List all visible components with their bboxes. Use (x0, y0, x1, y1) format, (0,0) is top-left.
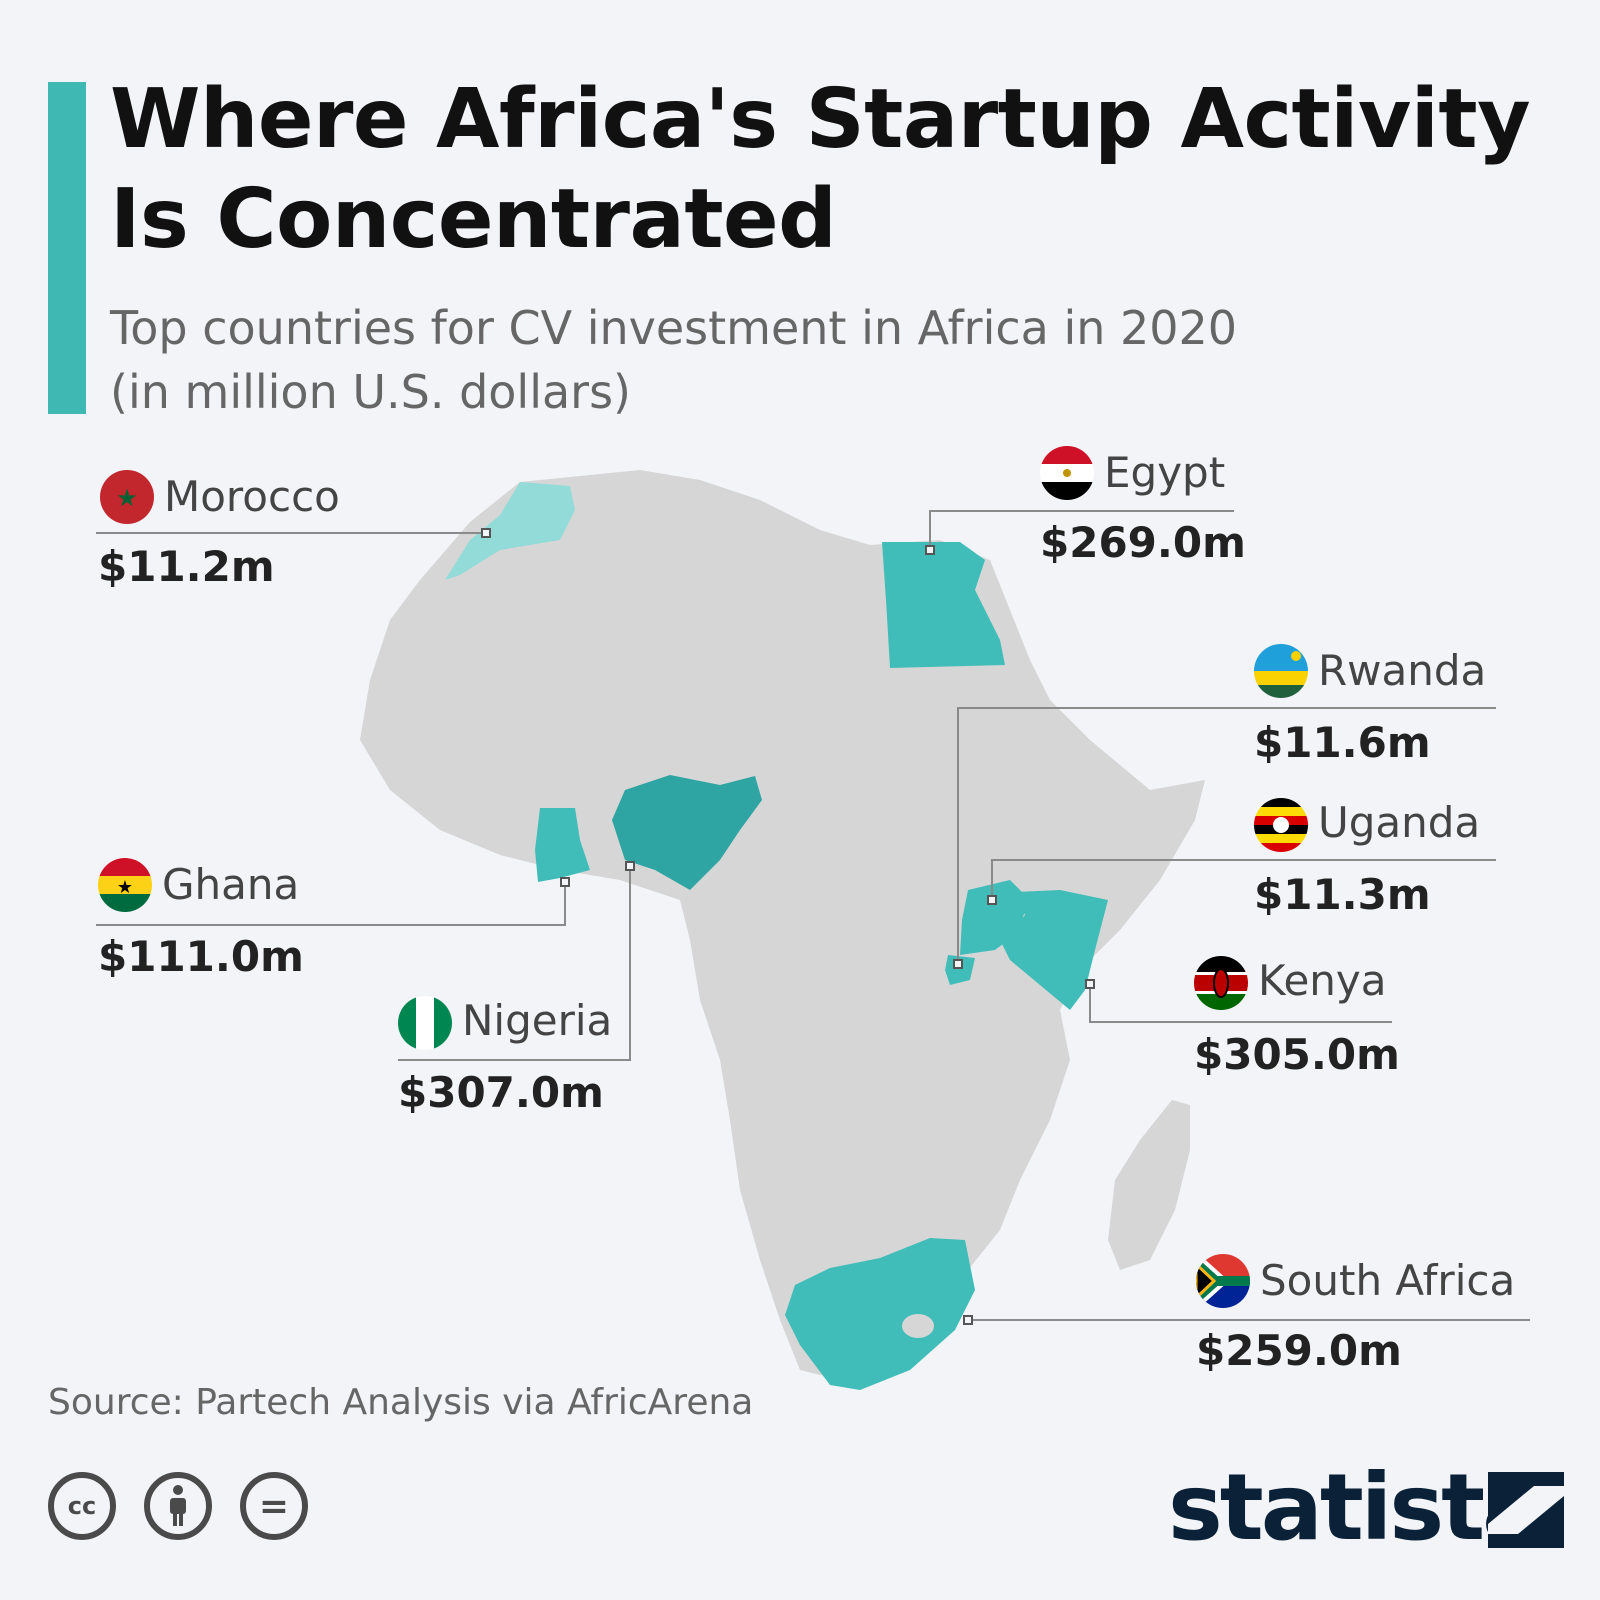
egypt-flag-icon (1040, 446, 1094, 500)
egypt-leader (929, 510, 1234, 550)
statista-logo-text: statista (1168, 1454, 1544, 1561)
morocco-region (445, 482, 575, 580)
subtitle: Top countries for CV investment in Afric… (110, 296, 1510, 424)
accent-bar (48, 82, 86, 414)
nigeria-value: $307.0m (398, 1068, 604, 1117)
ghana-label: Ghana (162, 860, 300, 909)
rwanda-flag-icon (1254, 644, 1308, 698)
nigeria-label: Nigeria (462, 996, 613, 1045)
nigeria-leader (398, 866, 631, 1061)
ghana-region (535, 808, 590, 882)
rwanda-leader (957, 707, 1496, 964)
south-africa-value: $259.0m (1196, 1326, 1402, 1375)
africa-landmass (360, 470, 1205, 1380)
morocco-value: $11.2m (98, 542, 275, 591)
kenya-leader (1089, 984, 1392, 1023)
south-africa-region (785, 1238, 975, 1390)
no-derivatives-icon[interactable]: = (240, 1472, 308, 1540)
uganda-leader (991, 859, 1496, 900)
attribution-icon[interactable] (144, 1472, 212, 1540)
source-note: Source: Partech Analysis via AfricArena (48, 1382, 754, 1423)
kenya-dot (1085, 979, 1095, 989)
ghana-dot (560, 877, 570, 887)
rwanda-value: $11.6m (1254, 718, 1431, 767)
uganda-flag-icon (1254, 798, 1308, 852)
ghana-leader (96, 882, 566, 926)
morocco-dot (481, 528, 491, 538)
south-africa-label: South Africa (1260, 1256, 1516, 1305)
morocco-flag-icon: ★ (100, 470, 154, 524)
uganda-label: Uganda (1318, 798, 1481, 847)
egypt-label: Egypt (1104, 448, 1226, 497)
nigeria-region (612, 775, 762, 890)
kenya-region (1000, 890, 1108, 1010)
egypt-dot (925, 545, 935, 555)
creative-commons-icon[interactable]: cc (48, 1472, 116, 1540)
morocco-label: Morocco (164, 472, 340, 521)
south-africa-dot (963, 1315, 973, 1325)
nigeria-flag-icon (398, 996, 452, 1050)
madagascar (1108, 1100, 1190, 1270)
svg-text:★: ★ (116, 484, 138, 512)
uganda-value: $11.3m (1254, 870, 1431, 919)
south-africa-flag-icon (1196, 1254, 1250, 1308)
egypt-value: $269.0m (1040, 518, 1246, 567)
rwanda-dot (953, 959, 963, 969)
nigeria-dot (625, 861, 635, 871)
uganda-dot (987, 895, 997, 905)
rwanda-label: Rwanda (1318, 646, 1487, 695)
ghana-flag-icon: ★ (98, 858, 152, 912)
lesotho-region (902, 1314, 934, 1338)
kenya-flag-icon (1194, 956, 1248, 1010)
subtitle-line-1: Top countries for CV investment in Afric… (110, 301, 1238, 355)
kenya-value: $305.0m (1194, 1030, 1400, 1079)
svg-text:★: ★ (117, 877, 133, 898)
page-title: Where Africa's Startup Activity Is Conce… (110, 72, 1531, 267)
leader-dots (481, 528, 1095, 1325)
subtitle-line-2: (in million U.S. dollars) (110, 365, 632, 419)
kenya-label: Kenya (1258, 956, 1387, 1005)
ghana-value: $111.0m (98, 932, 304, 981)
egypt-region (882, 542, 1005, 668)
rwanda-region (945, 955, 975, 985)
leader-lines (96, 510, 1530, 1321)
statista-logo-icon (1488, 1472, 1564, 1548)
